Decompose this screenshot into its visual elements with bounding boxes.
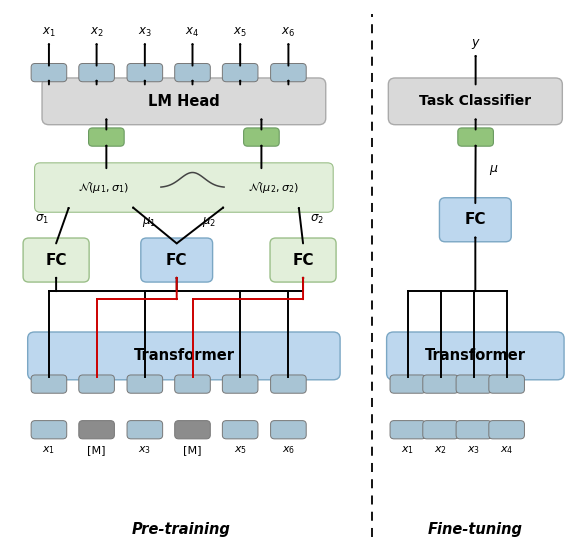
Text: Transformer: Transformer [425, 349, 526, 363]
FancyBboxPatch shape [387, 332, 564, 380]
Text: Task Classifier: Task Classifier [419, 94, 532, 109]
FancyBboxPatch shape [271, 64, 306, 82]
FancyBboxPatch shape [127, 64, 163, 82]
FancyBboxPatch shape [423, 375, 458, 393]
FancyBboxPatch shape [28, 332, 340, 380]
Text: $x_1$: $x_1$ [401, 444, 414, 456]
FancyBboxPatch shape [127, 375, 163, 393]
FancyBboxPatch shape [489, 421, 524, 439]
Text: $x_5$: $x_5$ [234, 444, 247, 456]
Text: $x_3$: $x_3$ [138, 26, 152, 39]
FancyBboxPatch shape [489, 375, 524, 393]
Text: $\mu_2$: $\mu_2$ [202, 215, 216, 230]
Text: $y$: $y$ [471, 37, 481, 51]
Text: $\mu$: $\mu$ [489, 163, 499, 177]
Text: Pre-training: Pre-training [132, 522, 230, 536]
FancyBboxPatch shape [31, 375, 67, 393]
FancyBboxPatch shape [175, 421, 210, 439]
FancyBboxPatch shape [222, 421, 258, 439]
Text: $x_1$: $x_1$ [42, 444, 56, 456]
Text: LM Head: LM Head [148, 94, 220, 109]
Text: $x_3$: $x_3$ [138, 444, 151, 456]
Text: $x_6$: $x_6$ [282, 444, 295, 456]
Text: $\mu_1$: $\mu_1$ [142, 215, 156, 230]
Text: $x_3$: $x_3$ [468, 444, 481, 456]
Text: $x_5$: $x_5$ [233, 26, 247, 39]
FancyBboxPatch shape [222, 375, 258, 393]
FancyBboxPatch shape [271, 421, 306, 439]
Text: $x_6$: $x_6$ [281, 26, 295, 39]
Text: $x_4$: $x_4$ [500, 444, 513, 456]
Text: FC: FC [292, 253, 314, 267]
FancyBboxPatch shape [270, 238, 336, 282]
FancyBboxPatch shape [31, 64, 67, 82]
Text: Fine-tuning: Fine-tuning [428, 522, 523, 536]
FancyBboxPatch shape [456, 375, 492, 393]
Text: FC: FC [45, 253, 67, 267]
FancyBboxPatch shape [175, 375, 210, 393]
FancyBboxPatch shape [244, 128, 279, 146]
FancyBboxPatch shape [31, 421, 67, 439]
FancyBboxPatch shape [23, 238, 89, 282]
FancyBboxPatch shape [79, 421, 114, 439]
FancyBboxPatch shape [79, 64, 114, 82]
FancyBboxPatch shape [390, 375, 425, 393]
FancyBboxPatch shape [458, 128, 493, 146]
Text: $\sigma_1$: $\sigma_1$ [35, 213, 49, 226]
FancyBboxPatch shape [389, 78, 563, 125]
FancyBboxPatch shape [222, 64, 258, 82]
Text: [M]: [M] [87, 445, 106, 455]
FancyBboxPatch shape [35, 163, 333, 212]
FancyBboxPatch shape [456, 421, 492, 439]
Text: $x_1$: $x_1$ [42, 26, 56, 39]
Text: $\sigma_2$: $\sigma_2$ [311, 213, 324, 226]
FancyBboxPatch shape [175, 64, 210, 82]
FancyBboxPatch shape [42, 78, 326, 125]
FancyBboxPatch shape [390, 421, 425, 439]
Text: Transformer: Transformer [134, 349, 234, 363]
FancyBboxPatch shape [79, 375, 114, 393]
Text: $x_4$: $x_4$ [186, 26, 199, 39]
FancyBboxPatch shape [127, 421, 163, 439]
Text: FC: FC [166, 253, 188, 267]
Text: [M]: [M] [183, 445, 202, 455]
Text: $x_2$: $x_2$ [90, 26, 104, 39]
FancyBboxPatch shape [141, 238, 213, 282]
FancyBboxPatch shape [271, 375, 306, 393]
FancyBboxPatch shape [440, 198, 511, 242]
Text: $x_2$: $x_2$ [434, 444, 447, 456]
FancyBboxPatch shape [88, 128, 124, 146]
Text: FC: FC [465, 212, 486, 227]
FancyBboxPatch shape [423, 421, 458, 439]
Text: $\mathcal{N}(\mu_2,\sigma_2)$: $\mathcal{N}(\mu_2,\sigma_2)$ [247, 180, 298, 195]
Text: $\mathcal{N}(\mu_1,\sigma_1)$: $\mathcal{N}(\mu_1,\sigma_1)$ [78, 180, 129, 195]
